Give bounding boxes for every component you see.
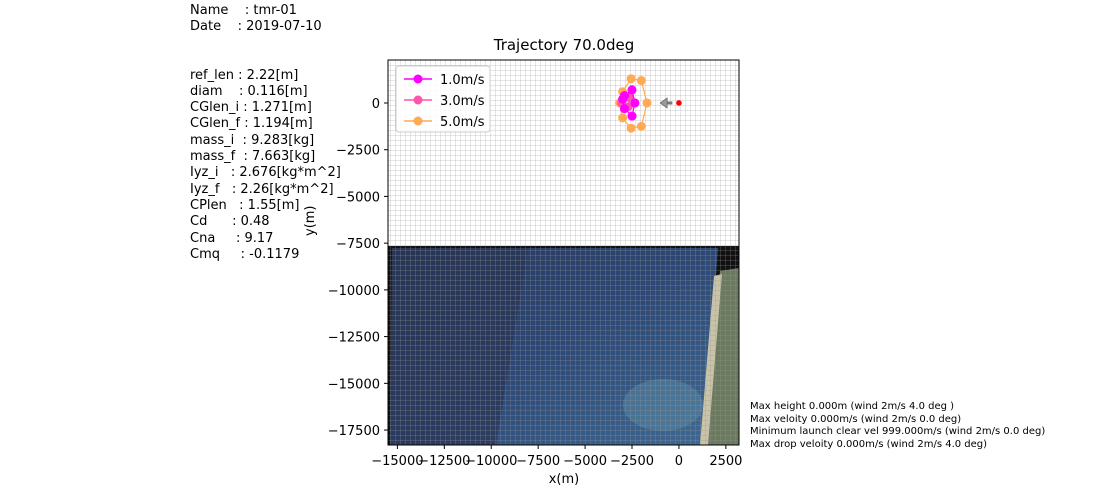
param-iyz-i: Iyz_i : 2.676[kg*m^2]: [190, 165, 341, 181]
legend-label: 1.0m/s: [440, 73, 485, 88]
y-tick-label: −2500: [336, 144, 380, 159]
x-axis-label: x(m): [548, 472, 580, 487]
x-tick-label: −10000: [465, 454, 517, 469]
series-point: [627, 111, 637, 121]
param-cplen: CPlen : 1.55[m]: [190, 197, 300, 213]
series-point: [642, 98, 652, 108]
param-cglen-i: CGlen_i : 1.271[m]: [190, 100, 312, 116]
series-point: [636, 121, 646, 131]
result-notes: Max height 0.000m (wind 2m/s 4.0 deg ) Ma…: [750, 401, 1045, 451]
y-tick-label: 0: [372, 97, 380, 112]
launch-date: Date : 2019-07-10: [190, 19, 322, 35]
y-axis-label: y(m): [303, 205, 318, 236]
param-diam: diam : 0.116[m]: [190, 83, 308, 99]
param-cmq: Cmq : -0.1179: [190, 246, 300, 262]
note-max-height: Max height 0.000m (wind 2m/s 4.0 deg ): [750, 401, 955, 412]
launch-point: [676, 100, 682, 106]
y-tick-label: −10000: [328, 284, 380, 299]
x-tick-label: −15000: [371, 454, 423, 469]
series-5.0m/s: [615, 74, 652, 133]
y-tick-label: −7500: [336, 237, 380, 252]
rocket-parameters: Name : tmr-01 Date : 2019-07-10 ref_len : …: [190, 3, 341, 263]
series-point: [620, 91, 630, 101]
legend-marker: [413, 95, 423, 105]
series-1.0m/s: [618, 85, 640, 121]
y-tick-label: −17500: [328, 424, 380, 439]
series-point: [626, 123, 636, 133]
y-tick-label: −5000: [336, 190, 380, 205]
legend-entry: 1.0m/s: [404, 73, 485, 88]
series-point: [620, 104, 630, 114]
x-tick-label: −2500: [610, 454, 654, 469]
legend-entry: 5.0m/s: [404, 115, 485, 130]
legend-marker: [413, 74, 423, 84]
param-cd: Cd : 0.48: [190, 214, 270, 230]
chart-title: Trajectory 70.0deg: [493, 36, 635, 54]
param-cglen-f: CGlen_f : 1.194[m]: [190, 116, 313, 132]
plot-frame: [387, 59, 740, 446]
note-min-launch-clear: Minimum launch clear vel 999.000m/s (win…: [750, 426, 1046, 437]
series-point: [626, 74, 636, 84]
series-point: [630, 98, 640, 108]
param-mass-f: mass_f : 7.663[kg]: [190, 149, 316, 165]
legend-marker: [413, 116, 423, 126]
x-tick-label: −12500: [418, 454, 470, 469]
legend-entry: 3.0m/s: [404, 94, 485, 109]
y-tick-label: −12500: [328, 331, 380, 346]
series-point: [636, 76, 646, 86]
x-tick-label: 0: [675, 454, 683, 469]
param-ref-len: ref_len : 2.22[m]: [190, 67, 299, 83]
wind-arrow: [659, 97, 673, 109]
param-cna: Cna : 9.17: [190, 230, 274, 246]
legend-label: 3.0m/s: [440, 94, 485, 109]
x-tick-label: −5000: [563, 454, 607, 469]
note-max-drop-velocity: Max drop veloity 0.000m/s (wind 2m/s 4.0…: [750, 438, 988, 450]
param-iyz-f: Iyz_f : 2.26[kg*m^2]: [190, 181, 334, 197]
y-tick-label: −15000: [328, 377, 380, 392]
series-point: [627, 85, 637, 95]
series-point: [618, 113, 628, 123]
note-max-velocity: Max veloity 0.000m/s (wind 2m/s 0.0 deg): [750, 413, 962, 425]
rocket-name: Name : tmr-01: [190, 3, 297, 18]
param-mass-i: mass_i : 9.283[kg]: [190, 132, 315, 148]
x-tick-label: −7500: [516, 454, 560, 469]
x-tick-label: 2500: [709, 454, 742, 469]
legend-label: 5.0m/s: [440, 115, 485, 130]
